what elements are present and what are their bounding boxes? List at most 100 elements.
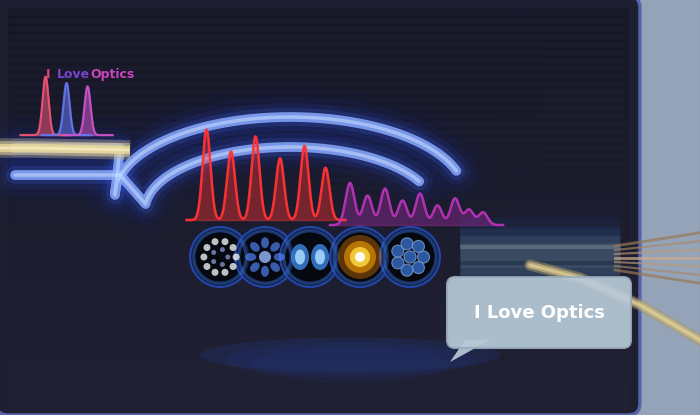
Bar [8, 64, 628, 72]
Ellipse shape [270, 262, 280, 272]
FancyBboxPatch shape [0, 0, 640, 415]
Ellipse shape [225, 342, 475, 378]
Circle shape [211, 269, 218, 276]
Bar [8, 40, 628, 48]
Bar [8, 208, 628, 216]
Circle shape [344, 241, 376, 273]
Bar [8, 72, 628, 80]
Circle shape [401, 238, 413, 250]
Bar [8, 144, 628, 152]
Bar [8, 80, 628, 88]
Circle shape [350, 247, 370, 267]
Bar [8, 384, 628, 392]
Bar [8, 56, 628, 64]
Circle shape [190, 227, 250, 287]
Circle shape [211, 250, 216, 255]
Circle shape [225, 254, 230, 259]
Ellipse shape [250, 347, 450, 383]
Polygon shape [540, 0, 700, 415]
Bar [8, 104, 628, 112]
Bar [8, 16, 628, 24]
Text: Love: Love [57, 68, 90, 81]
Bar [8, 280, 628, 288]
Circle shape [200, 254, 207, 261]
Circle shape [204, 263, 211, 270]
Ellipse shape [291, 244, 309, 270]
Bar [8, 264, 628, 272]
Text: I Love Optics: I Love Optics [474, 303, 604, 322]
Bar [8, 320, 628, 328]
Bar [8, 392, 628, 400]
Circle shape [338, 235, 382, 279]
Bar [8, 88, 628, 96]
Ellipse shape [261, 266, 269, 277]
Bar [8, 272, 628, 280]
Polygon shape [450, 340, 490, 362]
Circle shape [404, 251, 416, 263]
Bar [8, 112, 628, 120]
Bar [8, 232, 628, 240]
Ellipse shape [295, 249, 305, 264]
Bar [8, 400, 628, 408]
Circle shape [211, 259, 216, 264]
Circle shape [380, 227, 440, 287]
Bar [8, 224, 628, 232]
Bar [8, 248, 628, 256]
Ellipse shape [274, 253, 285, 261]
Circle shape [392, 245, 404, 257]
Bar [8, 160, 628, 168]
Bar [8, 200, 628, 208]
Circle shape [259, 251, 271, 263]
Bar [8, 304, 628, 312]
Ellipse shape [250, 262, 260, 272]
Bar [8, 360, 628, 368]
Bar [8, 120, 628, 128]
Text: Optics: Optics [90, 68, 134, 81]
Circle shape [230, 244, 237, 251]
Bar [8, 288, 628, 296]
Bar [8, 192, 628, 200]
Circle shape [401, 264, 413, 276]
Ellipse shape [200, 337, 500, 373]
Circle shape [355, 252, 365, 262]
Circle shape [220, 247, 225, 252]
Bar [8, 32, 628, 40]
Bar [8, 328, 628, 336]
Circle shape [412, 240, 424, 252]
Circle shape [232, 254, 239, 261]
FancyBboxPatch shape [447, 277, 631, 348]
Ellipse shape [315, 249, 325, 264]
Bar [8, 376, 628, 384]
Circle shape [330, 227, 390, 287]
Ellipse shape [261, 237, 269, 248]
Circle shape [392, 257, 404, 269]
Bar [8, 368, 628, 376]
Bar [8, 24, 628, 32]
Bar [8, 184, 628, 192]
Circle shape [221, 269, 228, 276]
Bar [8, 176, 628, 184]
Bar [8, 352, 628, 360]
Ellipse shape [270, 242, 280, 251]
Circle shape [221, 238, 228, 245]
Bar [8, 256, 628, 264]
Bar [8, 48, 628, 56]
Bar [8, 312, 628, 320]
Circle shape [230, 263, 237, 270]
Bar [8, 240, 628, 248]
Bar [8, 344, 628, 352]
Bar [8, 136, 628, 144]
Circle shape [204, 244, 211, 251]
Bar [8, 96, 628, 104]
Circle shape [235, 227, 295, 287]
Circle shape [412, 261, 424, 273]
Ellipse shape [245, 253, 256, 261]
Circle shape [220, 262, 225, 267]
Ellipse shape [311, 244, 329, 270]
Bar [8, 152, 628, 160]
Bar [8, 8, 628, 16]
Bar [8, 336, 628, 344]
Circle shape [211, 238, 218, 245]
Circle shape [280, 227, 340, 287]
Ellipse shape [250, 242, 260, 251]
